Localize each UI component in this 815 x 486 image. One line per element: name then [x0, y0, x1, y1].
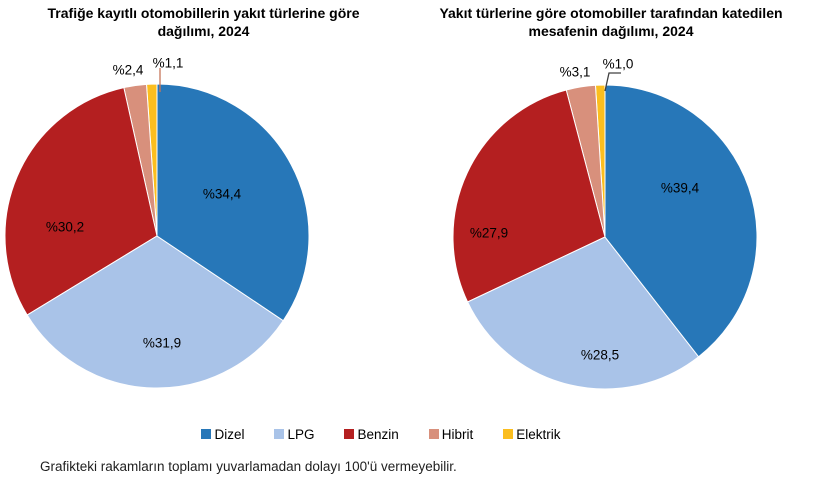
pie-slice-benzin: [452, 89, 606, 303]
chart-title: Trafiğe kayıtlı otomobillerin yakıt türl…: [0, 4, 407, 41]
pie-svg: [4, 68, 310, 389]
pie-chart-fuel-share: Trafiğe kayıtlı otomobillerin yakıt türl…: [0, 0, 407, 420]
data-label-elektrik: %1,0: [602, 56, 634, 72]
legend-swatch-lpg: [274, 429, 285, 439]
data-label-hibrit: %2,4: [112, 62, 144, 78]
data-label-lpg: %31,9: [142, 335, 182, 351]
data-label-dizel: %34,4: [202, 186, 242, 202]
legend-swatch-dizel: [201, 429, 212, 439]
pie-chart-distance-share: Yakıt türlerine göre otomobiller tarafın…: [407, 0, 815, 420]
legend-item-benzin: Benzin: [344, 426, 399, 442]
chart-title-line1: Yakıt türlerine göre otomobiller tarafın…: [439, 5, 783, 21]
pie-slice-benzin: [4, 87, 158, 316]
data-label-benzin: %27,9: [469, 225, 509, 241]
legend-label: LPG: [287, 426, 315, 442]
legend-item-hibrit: Hibrit: [428, 426, 474, 442]
chart-title: Yakıt türlerine göre otomobiller tarafın…: [407, 4, 815, 41]
data-label-hibrit: %3,1: [559, 64, 591, 80]
data-label-benzin: %30,2: [45, 219, 85, 235]
legend: Dizel LPG Benzin Hibrit Elektrik: [0, 424, 762, 444]
pie-svg: [452, 72, 758, 390]
data-label-elektrik: %1,1: [152, 55, 184, 71]
chart-title-line1: Trafiğe kayıtlı otomobillerin yakıt türl…: [47, 5, 360, 21]
pie-slice-lpg: [26, 235, 284, 389]
footnote: Grafikteki rakamların toplamı yuvarlamad…: [40, 459, 457, 474]
data-label-dizel: %39,4: [660, 180, 700, 196]
legend-item-lpg: LPG: [274, 427, 314, 442]
legend-label: Benzin: [357, 426, 399, 442]
legend-swatch-elektrik: [503, 429, 514, 439]
legend-label: Elektrik: [516, 426, 561, 442]
chart-title-line2: dağılımı, 2024: [157, 23, 250, 40]
data-label-lpg: %28,5: [580, 347, 620, 363]
pie-slice-dizel: [604, 84, 758, 358]
leader-line-elektrik: [604, 72, 621, 92]
legend-item-elektrik: Elektrik: [503, 426, 561, 442]
pie-slice-dizel: [156, 83, 310, 322]
legend-item-dizel: Dizel: [201, 427, 244, 442]
legend-label: Dizel: [214, 426, 245, 442]
legend-swatch-hibrit: [428, 429, 439, 439]
legend-label: Hibrit: [441, 426, 474, 442]
chart-title-line2: mesafenin dağılımı, 2024: [528, 23, 694, 40]
pie-slice-lpg: [466, 236, 700, 390]
legend-swatch-benzin: [344, 429, 355, 439]
